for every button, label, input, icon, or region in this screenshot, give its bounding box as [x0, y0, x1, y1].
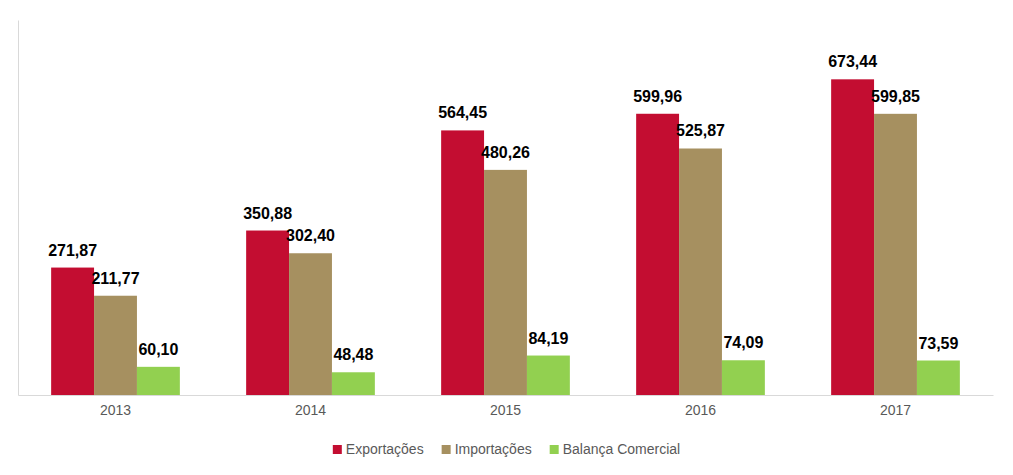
data-label: 599,96 — [633, 88, 682, 105]
series — [94, 114, 917, 395]
y-axis — [18, 21, 20, 396]
data-label: 302,40 — [286, 227, 335, 244]
x-tick: 2016 — [685, 395, 716, 418]
x-tick-label: 2013 — [100, 402, 131, 418]
x-tick-label: 2017 — [880, 402, 911, 418]
data-label: 74,09 — [723, 334, 763, 351]
data-label: 84,19 — [528, 330, 568, 347]
bar — [51, 268, 94, 395]
series — [137, 356, 960, 395]
data-label: 350,88 — [243, 205, 292, 222]
data-label: 60,10 — [138, 341, 178, 358]
x-tick: 2013 — [100, 395, 131, 418]
legend-swatch — [550, 445, 559, 454]
legend-item: Balança Comercial — [550, 441, 681, 457]
legend: Exportações Importações Balança Comercial — [333, 441, 680, 457]
bar — [722, 360, 765, 395]
x-tick-label: 2015 — [490, 402, 521, 418]
data-label: 48,48 — [333, 346, 373, 363]
legend-item: Importações — [442, 441, 532, 457]
data-label: 564,45 — [438, 104, 487, 121]
x-axis: 2013 2014 2015 2016 2017 — [19, 395, 994, 418]
legend-label: Balança Comercial — [563, 441, 681, 457]
x-tick: 2014 — [295, 395, 326, 418]
data-labels: 271,87 350,88 564,45 599,96 673,44 211,77 302,… — [48, 53, 958, 363]
x-tick-label: 2016 — [685, 402, 716, 418]
bar — [441, 130, 484, 395]
x-axis-line — [19, 395, 994, 396]
chart: 271,87 350,88 564,45 599,96 673,44 211,77 302,… — [0, 0, 1013, 475]
x-tick: 2017 — [880, 395, 911, 418]
data-label: 211,77 — [91, 270, 139, 287]
bar — [137, 367, 180, 395]
bar — [94, 296, 137, 395]
plot: 271,87 350,88 564,45 599,96 673,44 211,77 302,… — [18, 21, 994, 418]
bar — [246, 231, 289, 395]
legend-swatch — [333, 445, 342, 454]
x-tick-label: 2014 — [295, 402, 326, 418]
bar — [332, 372, 375, 395]
legend-item: Exportações — [333, 441, 424, 457]
data-label: 525,87 — [676, 122, 725, 139]
bars — [51, 79, 960, 395]
data-label: 673,44 — [828, 53, 877, 70]
bar — [831, 79, 874, 395]
legend-label: Importações — [455, 441, 532, 457]
legend-label: Exportações — [346, 441, 424, 457]
bar — [527, 356, 570, 395]
data-label: 599,85 — [871, 88, 920, 105]
bar — [636, 114, 679, 395]
bar — [289, 253, 332, 395]
bar — [484, 170, 527, 395]
legend-swatch — [442, 445, 451, 454]
bar — [679, 148, 722, 395]
bar — [917, 361, 960, 395]
x-tick: 2015 — [490, 395, 521, 418]
data-label: 73,59 — [918, 335, 958, 352]
data-label: 271,87 — [48, 242, 97, 259]
data-label: 480,26 — [481, 144, 530, 161]
bar — [874, 114, 917, 395]
series — [51, 79, 874, 395]
y-axis-line — [18, 21, 19, 396]
